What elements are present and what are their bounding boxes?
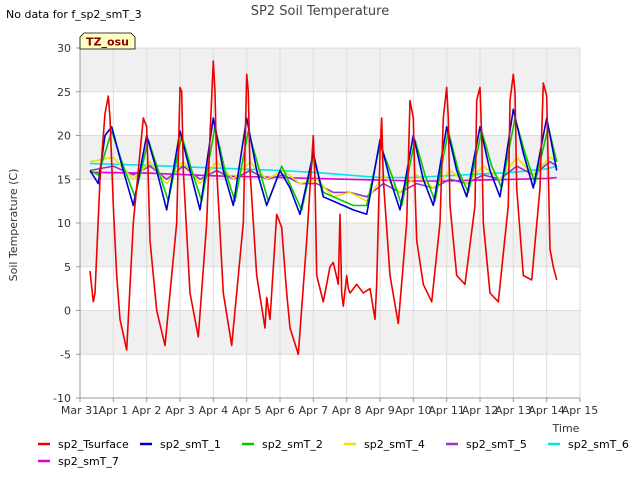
- x-tick-label: Apr 13: [495, 404, 532, 417]
- x-tick-label: Apr 10: [395, 404, 432, 417]
- legend-label: sp2_smT_5: [466, 438, 527, 451]
- legend-label: sp2_smT_1: [160, 438, 221, 451]
- x-tick-label: Apr 8: [332, 404, 362, 417]
- y-tick-label: 0: [64, 305, 71, 318]
- tz-label-box: TZ_osu: [79, 32, 136, 50]
- y-tick-label: -10: [53, 392, 71, 405]
- legend-label: sp2_Tsurface: [58, 438, 129, 451]
- legend-label: sp2_smT_4: [364, 438, 425, 451]
- chart-title: SP2 Soil Temperature: [251, 4, 389, 19]
- x-tick-label: Apr 9: [365, 404, 395, 417]
- y-axis-label: Soil Temperature (C): [7, 169, 20, 282]
- legend-label: sp2_smT_7: [58, 455, 119, 468]
- series-line-sp2-Tsurface: [89, 60, 558, 356]
- x-tick-label: Apr 12: [462, 404, 499, 417]
- legend-item-sp2-smT-5: sp2_smT_5: [446, 438, 527, 451]
- legend-label: sp2_smT_6: [568, 438, 629, 451]
- x-tick-label: Apr 7: [299, 404, 329, 417]
- legend-item-sp2-smT-7: sp2_smT_7: [38, 455, 119, 468]
- x-axis-label: Time: [552, 422, 580, 435]
- y-tick-label: -5: [60, 348, 71, 361]
- series-line-sp2-smT-7: [89, 171, 557, 182]
- legend-item-sp2-smT-4: sp2_smT_4: [344, 438, 425, 451]
- x-tick-label: Apr 14: [528, 404, 565, 417]
- x-tick-label: Apr 11: [428, 404, 465, 417]
- legend-label: sp2_smT_2: [262, 438, 323, 451]
- x-tick-label: Apr 15: [562, 404, 599, 417]
- y-tick-label: 15: [57, 173, 71, 186]
- x-tick-label: Apr 1: [99, 404, 129, 417]
- x-tick-labels: Mar 31 Apr 1 Apr 2 Apr 3 Apr 4 Apr 5 Apr 6 Apr …: [61, 398, 598, 417]
- y-tick-label: 30: [57, 42, 71, 55]
- legend-item-sp2-smT-1: sp2_smT_1: [140, 438, 221, 451]
- x-tick-label: Apr 2: [132, 404, 162, 417]
- x-tick-label: Apr 4: [199, 404, 229, 417]
- series-line-sp2-smT-1: [89, 108, 558, 216]
- legend: sp2_Tsurface sp2_smT_1 sp2_smT_2 sp2_smT_4 s…: [38, 438, 629, 468]
- series-lines: [89, 60, 558, 356]
- status-message: No data for f_sp2_smT_3: [6, 8, 142, 21]
- y-tick-label: 20: [57, 130, 71, 143]
- plot-band: [80, 310, 580, 355]
- plot-band: [80, 135, 580, 180]
- legend-item-sp2-smT-2: sp2_smT_2: [242, 438, 323, 451]
- x-tick-label: Apr 3: [165, 404, 195, 417]
- x-tick-label: Apr 5: [232, 404, 262, 417]
- x-tick-label: Apr 6: [265, 404, 295, 417]
- y-tick-label: 10: [57, 217, 71, 230]
- legend-item-sp2-Tsurface: sp2_Tsurface: [38, 438, 129, 451]
- plot-band: [80, 48, 580, 92]
- legend-item-sp2-smT-6: sp2_smT_6: [548, 438, 629, 451]
- y-tick-label: 5: [64, 261, 71, 274]
- y-tick-labels: -10 -5 0 5 10 15 20 25 30: [53, 42, 80, 405]
- plot-band: [80, 223, 580, 267]
- tz-label: TZ_osu: [86, 36, 129, 49]
- y-tick-label: 25: [57, 86, 71, 99]
- x-tick-label: Mar 31: [61, 404, 99, 417]
